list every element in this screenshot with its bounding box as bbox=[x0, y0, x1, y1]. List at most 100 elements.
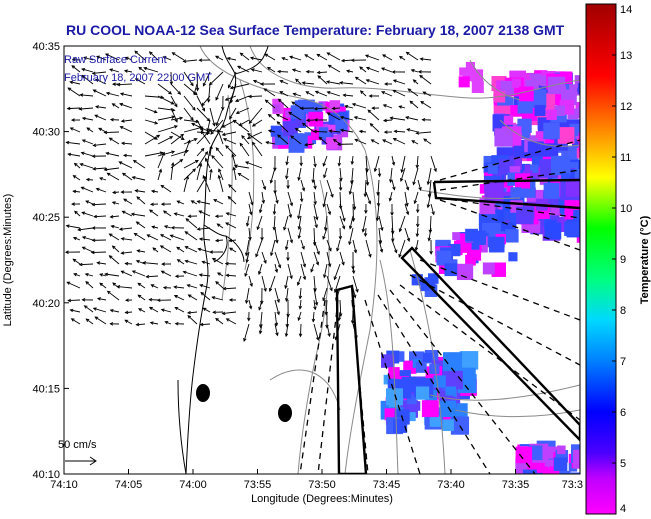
current-vector bbox=[73, 190, 81, 193]
current-vector bbox=[124, 70, 133, 73]
current-vector bbox=[122, 172, 133, 181]
y-axis-label: Latitude (Degrees:Minutes) bbox=[2, 194, 14, 327]
current-vector bbox=[97, 297, 107, 301]
current-vector-head bbox=[272, 211, 277, 216]
current-vector-head bbox=[91, 154, 96, 158]
current-vector-head bbox=[173, 285, 178, 289]
current-vector bbox=[381, 67, 393, 73]
current-vector-head bbox=[250, 201, 254, 206]
current-vector-head bbox=[382, 54, 386, 58]
current-vector bbox=[92, 203, 107, 206]
current-vector-head bbox=[124, 310, 129, 315]
current-vector bbox=[147, 234, 159, 241]
current-vector bbox=[183, 138, 197, 145]
current-vector bbox=[300, 251, 306, 267]
current-vector-head bbox=[405, 202, 409, 207]
current-vector bbox=[94, 215, 107, 218]
current-vector-head bbox=[69, 80, 74, 85]
current-vector-head bbox=[405, 116, 410, 120]
current-vector bbox=[346, 70, 354, 73]
current-vector bbox=[121, 238, 133, 241]
current-vector bbox=[352, 103, 367, 109]
current-vector bbox=[327, 112, 341, 121]
current-vector-head bbox=[427, 237, 431, 242]
current-vector bbox=[252, 119, 263, 127]
current-vector bbox=[278, 98, 289, 109]
current-vector-head bbox=[201, 107, 206, 112]
current-vector bbox=[304, 54, 315, 61]
sst-cell bbox=[282, 121, 298, 137]
current-vector bbox=[248, 299, 252, 309]
current-vector bbox=[411, 140, 419, 145]
sst-cell bbox=[410, 401, 421, 411]
current-vector-head bbox=[70, 118, 75, 122]
current-vector bbox=[233, 120, 250, 133]
current-vector bbox=[110, 215, 120, 218]
current-vector bbox=[265, 99, 276, 109]
current-vector bbox=[414, 191, 419, 204]
current-vector-head bbox=[225, 318, 230, 322]
current-vector bbox=[203, 307, 211, 313]
current-vector-head bbox=[398, 105, 403, 109]
current-vector bbox=[285, 323, 289, 337]
current-vector bbox=[170, 83, 181, 95]
current-vector-head bbox=[380, 67, 385, 71]
current-vector-head bbox=[109, 117, 114, 122]
current-vector bbox=[112, 191, 120, 194]
current-vector bbox=[144, 119, 158, 124]
colorbar-tick-label: 12 bbox=[620, 101, 632, 113]
current-vector bbox=[365, 54, 380, 61]
current-vector bbox=[82, 139, 94, 145]
current-vector-head bbox=[95, 187, 100, 192]
current-vector-head bbox=[94, 114, 99, 118]
sst-cell bbox=[534, 105, 546, 116]
current-vector bbox=[317, 71, 328, 74]
sst-cell bbox=[399, 370, 411, 382]
colorbar: 4 5 6 7 8 9 10 11 12 13 14 Temperature (°C) bbox=[585, 3, 651, 515]
current-vector-head bbox=[422, 91, 427, 95]
current-vector bbox=[276, 121, 289, 133]
current-vector bbox=[196, 163, 202, 181]
current-vector bbox=[300, 323, 302, 337]
current-vector-head bbox=[120, 237, 125, 241]
sst-cell bbox=[561, 173, 570, 182]
current-vector bbox=[83, 57, 94, 61]
current-vector bbox=[174, 295, 185, 301]
current-vector-head bbox=[394, 249, 398, 254]
current-vector bbox=[238, 172, 250, 181]
current-vector-head bbox=[162, 210, 167, 214]
current-vector-head bbox=[108, 255, 113, 259]
sst-cell bbox=[578, 132, 580, 152]
current-vector-head bbox=[341, 225, 346, 230]
current-vector bbox=[241, 135, 250, 145]
current-vector-head bbox=[251, 123, 256, 127]
current-vector bbox=[117, 83, 133, 86]
current-vector-head bbox=[390, 212, 394, 217]
sst-cell bbox=[452, 232, 461, 241]
current-vector bbox=[174, 213, 185, 217]
current-vector bbox=[334, 263, 341, 280]
current-vector bbox=[226, 318, 237, 325]
current-vector-head bbox=[392, 186, 396, 191]
current-vector bbox=[66, 141, 81, 145]
current-vector bbox=[211, 155, 224, 169]
current-vector bbox=[243, 323, 250, 342]
current-vector bbox=[184, 231, 198, 241]
current-vector-head bbox=[339, 81, 344, 85]
current-vector-head bbox=[261, 200, 266, 204]
current-vector bbox=[94, 316, 107, 325]
current-vector bbox=[165, 321, 172, 325]
current-vector-head bbox=[203, 175, 207, 180]
current-vector-head bbox=[297, 317, 301, 322]
current-vector-head bbox=[198, 58, 203, 62]
current-vector bbox=[196, 131, 209, 145]
current-vector bbox=[177, 259, 185, 265]
current-vector bbox=[398, 239, 406, 258]
current-vector bbox=[405, 116, 419, 121]
current-vector-head bbox=[351, 270, 356, 275]
current-vector bbox=[246, 215, 250, 226]
current-vector bbox=[267, 67, 276, 73]
current-vector-head bbox=[215, 122, 219, 127]
current-vector-head bbox=[81, 139, 86, 143]
current-vector bbox=[196, 148, 205, 157]
